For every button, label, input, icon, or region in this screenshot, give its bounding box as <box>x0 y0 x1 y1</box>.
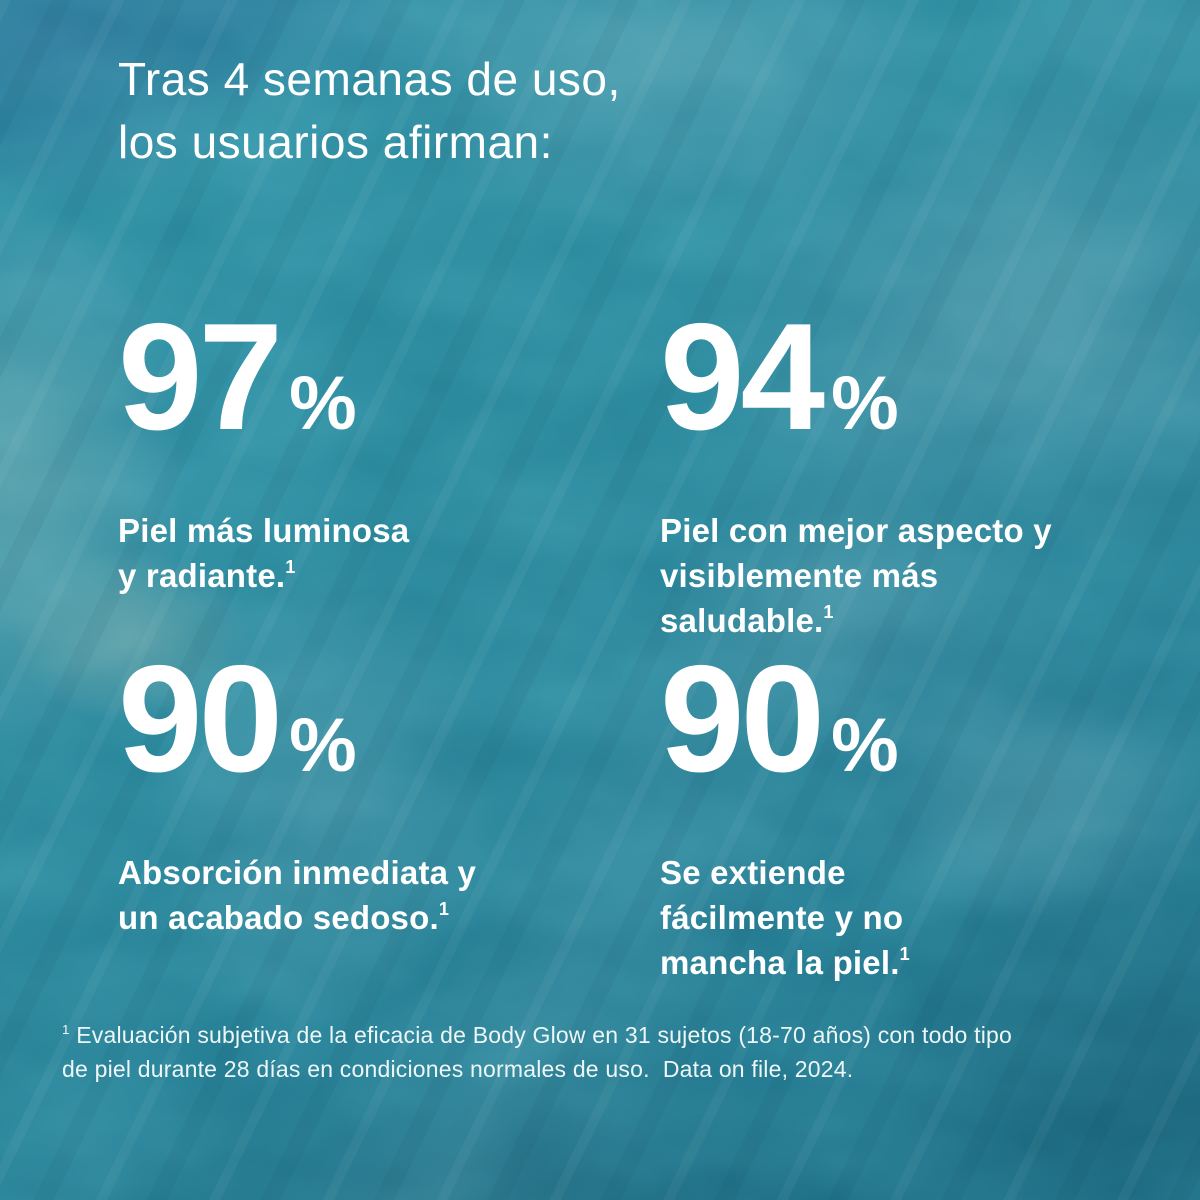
stat-description-line: un acabado sedoso.1 <box>118 895 638 940</box>
stat-description-line: mancha la piel.1 <box>660 940 1180 985</box>
footnote-marker: 1 <box>823 602 834 622</box>
title-line-2: los usuarios afirman: <box>118 116 553 168</box>
stat-description-line: fácilmente y no <box>660 899 904 936</box>
page-title: Tras 4 semanas de uso, los usuarios afir… <box>118 48 621 174</box>
footnote-marker: 1 <box>438 899 450 919</box>
stat-description: Piel con mejor aspecto y visiblemente má… <box>660 508 1180 643</box>
percent-sign: % <box>831 703 899 788</box>
stat-value: 94% <box>660 301 1180 500</box>
stat-description-text: mancha la piel. <box>660 944 900 981</box>
stat-description-line: Piel con mejor aspecto y <box>660 512 1052 549</box>
stat-number: 90 <box>660 634 825 804</box>
footnote-marker: 1 <box>285 557 296 577</box>
stat-value: 97% <box>118 301 638 500</box>
footnote-text: Evaluación subjetiva de la eficacia de B… <box>69 1022 1013 1048</box>
stat-description-text: y radiante. <box>118 557 286 594</box>
stat-description-line: visiblemente más <box>660 557 939 594</box>
stat-block-aspecto: 94% Piel con mejor aspecto y visiblement… <box>660 301 1180 643</box>
percent-sign: % <box>289 361 357 446</box>
stat-description-text: un acabado sedoso. <box>118 899 439 936</box>
stat-description: Absorción inmediata y un acabado sedoso.… <box>118 850 638 940</box>
stat-description: Se extiende fácilmente y no mancha la pi… <box>660 850 1180 985</box>
stat-block-absorcion: 90% Absorción inmediata y un acabado sed… <box>118 643 638 940</box>
stat-number: 97 <box>118 292 283 462</box>
stat-block-extiende: 90% Se extiende fácilmente y no mancha l… <box>660 643 1180 985</box>
stat-description-line: Se extiende <box>660 854 846 891</box>
footnote-line-2: de piel durante 28 días en condiciones n… <box>62 1052 1152 1086</box>
title-line-1: Tras 4 semanas de uso, <box>118 53 621 105</box>
footnote-marker: 1 <box>62 1022 70 1037</box>
stat-block-luminosa: 97% Piel más luminosa y radiante.1 <box>118 301 638 598</box>
footnote-marker: 1 <box>899 944 910 964</box>
stat-value: 90% <box>660 643 1180 842</box>
footnote-line-1: 1 Evaluación subjetiva de la eficacia de… <box>62 1018 1152 1052</box>
stat-description: Piel más luminosa y radiante.1 <box>118 508 638 598</box>
stat-number: 90 <box>118 634 283 804</box>
percent-sign: % <box>831 361 899 446</box>
stat-description-line: Absorción inmediata y <box>118 854 477 891</box>
stat-number: 94 <box>660 292 825 462</box>
footnote-text: de piel durante 28 días en condiciones n… <box>62 1056 854 1082</box>
stat-description-line: Piel más luminosa <box>118 512 410 549</box>
stat-value: 90% <box>118 643 638 842</box>
percent-sign: % <box>289 703 357 788</box>
stat-description-line: y radiante.1 <box>118 553 638 598</box>
footnote: 1 Evaluación subjetiva de la eficacia de… <box>62 1018 1152 1086</box>
